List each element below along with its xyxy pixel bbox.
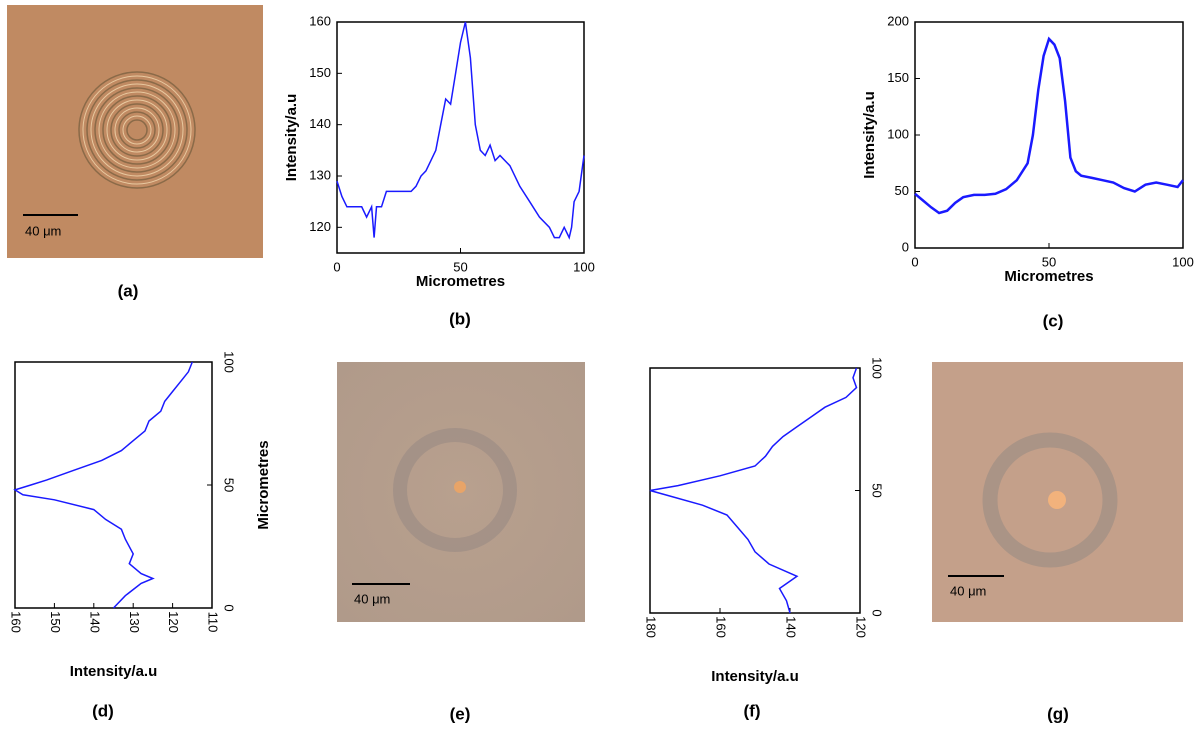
panel-label: (f): [744, 701, 761, 720]
y-tick-label: 140: [87, 611, 102, 633]
image-a: 40 μm: [7, 5, 263, 258]
y-axis-label: Intensity/a.u: [711, 668, 799, 685]
y-tick-label: 130: [309, 167, 331, 182]
x-axis-label: Micrometres: [416, 273, 505, 290]
y-tick-label: 150: [48, 611, 63, 633]
panel-label: (a): [118, 281, 139, 300]
y-tick-label: 130: [127, 611, 142, 633]
plot-frame: [14, 361, 213, 609]
x-tick-label: 0: [870, 609, 885, 616]
y-tick-label: 140: [784, 616, 799, 638]
y-tick-label: 150: [309, 65, 331, 80]
scale-bar-label: 40 μm: [354, 591, 390, 606]
panel-label: (b): [449, 309, 471, 328]
y-tick-label: 140: [309, 116, 331, 131]
plot-frame: [649, 367, 861, 614]
y-tick-label: 180: [644, 616, 659, 638]
x-tick-label: 100: [222, 351, 237, 373]
x-tick-label: 0: [911, 254, 918, 269]
x-tick-label: 0: [333, 259, 340, 274]
x-tick-label: 50: [453, 259, 467, 274]
image-e: 40 μm: [337, 362, 585, 622]
y-tick-label: 200: [887, 13, 909, 28]
y-tick-label: 160: [714, 616, 729, 638]
y-axis-label: Intensity/a.u: [861, 91, 878, 179]
x-axis-label: Micrometres: [255, 440, 272, 529]
y-tick-label: 160: [9, 611, 24, 633]
data-line: [13, 361, 193, 609]
y-tick-label: 100: [887, 126, 909, 141]
x-tick-label: 100: [870, 357, 885, 379]
x-tick-label: 100: [573, 259, 595, 274]
y-axis-label: Intensity/a.u: [70, 663, 158, 680]
panel-label: (e): [450, 704, 471, 723]
data-line: [336, 21, 585, 240]
y-tick-label: 0: [902, 239, 909, 254]
y-axis-label: Intensity/a.u: [283, 94, 300, 182]
y-tick-label: 120: [309, 219, 331, 234]
panel-label: (c): [1043, 311, 1064, 330]
x-tick-label: 50: [870, 483, 885, 497]
scale-bar-label: 40 μm: [950, 583, 986, 598]
x-tick-label: 50: [222, 478, 237, 492]
y-tick-label: 160: [309, 13, 331, 28]
x-tick-label: 50: [1042, 254, 1056, 269]
x-tick-label: 0: [222, 604, 237, 611]
plot-frame: [914, 21, 1184, 249]
x-tick-label: 100: [1172, 254, 1194, 269]
x-axis-label: Micrometres: [1004, 268, 1093, 285]
plot-frame: [336, 21, 585, 254]
panel-label: (g): [1047, 704, 1069, 723]
y-tick-label: 120: [854, 616, 869, 638]
y-tick-label: 120: [166, 611, 181, 633]
y-tick-label: 50: [895, 183, 909, 198]
y-tick-label: 110: [206, 612, 221, 633]
scale-bar-label: 40 μm: [25, 223, 61, 238]
y-tick-label: 150: [887, 70, 909, 85]
image-g: 40 μm: [932, 362, 1183, 622]
panel-label: (d): [92, 701, 114, 720]
data-line: [649, 367, 858, 614]
data-line: [914, 36, 1184, 215]
